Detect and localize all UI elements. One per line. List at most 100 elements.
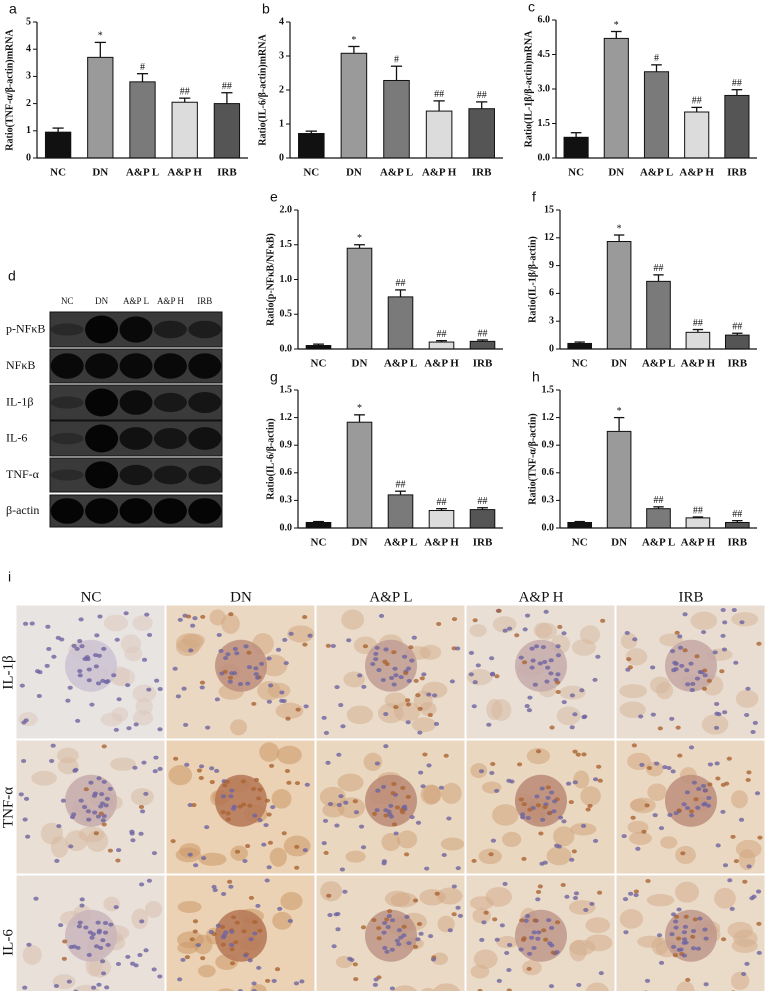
- tubule: [144, 900, 163, 918]
- nucleus: [360, 925, 367, 930]
- nucleus: [139, 919, 145, 924]
- significance-label: ##: [478, 328, 488, 339]
- nucleus: [77, 920, 83, 925]
- nucleus: [521, 856, 527, 861]
- nucleus: [415, 937, 421, 942]
- nucleus: [82, 656, 88, 661]
- nucleus: [196, 768, 203, 773]
- nucleus: [600, 618, 606, 623]
- nucleus: [95, 814, 102, 819]
- bar: [567, 521, 593, 529]
- nucleus: [531, 930, 537, 935]
- tubule: [731, 612, 759, 627]
- nucleus: [706, 796, 712, 801]
- tubule: [627, 752, 651, 771]
- nucleus: [531, 945, 537, 950]
- nucleus: [633, 889, 639, 894]
- significance-label: *: [357, 233, 362, 244]
- nucleus: [91, 793, 98, 798]
- nucleus: [690, 929, 697, 934]
- nucleus: [644, 978, 651, 983]
- nucleus: [101, 822, 107, 827]
- tubule: [645, 761, 664, 777]
- nucleus: [192, 616, 198, 621]
- nucleus: [138, 831, 144, 836]
- panel-letter: a: [9, 1, 17, 17]
- tubule: [526, 747, 551, 765]
- blot-column-label: A&P H: [157, 296, 184, 306]
- nucleus: [268, 763, 275, 768]
- nucleus: [393, 705, 399, 710]
- nucleus: [22, 621, 29, 626]
- nucleus: [114, 637, 120, 642]
- nucleus: [543, 609, 549, 614]
- nucleus: [339, 867, 345, 872]
- nucleus: [675, 725, 681, 730]
- nucleus: [722, 710, 728, 715]
- x-tick-label: A&P L: [384, 358, 417, 370]
- nucleus: [566, 781, 572, 786]
- nucleus: [225, 811, 231, 816]
- nucleus: [247, 803, 253, 808]
- nucleus: [225, 817, 232, 822]
- nucleus: [561, 819, 567, 824]
- nucleus: [419, 676, 425, 681]
- nucleus: [183, 722, 189, 727]
- nucleus: [645, 878, 651, 883]
- nucleus: [113, 727, 119, 732]
- nucleus: [103, 680, 110, 685]
- nucleus: [86, 678, 92, 683]
- tubule: [533, 622, 553, 639]
- nucleus: [534, 794, 540, 799]
- nucleus: [256, 796, 262, 801]
- bar: [44, 131, 72, 159]
- nucleus: [338, 794, 344, 799]
- nucleus: [373, 657, 379, 662]
- nucleus: [670, 912, 677, 917]
- nucleus: [514, 633, 520, 638]
- nucleus: [550, 950, 556, 955]
- nucleus: [662, 765, 668, 770]
- nucleus: [475, 663, 481, 668]
- nucleus: [288, 631, 294, 636]
- nucleus: [205, 725, 211, 730]
- histology-row-label: IL-1β: [0, 655, 16, 689]
- nucleus: [223, 656, 229, 661]
- nucleus: [88, 780, 94, 785]
- nucleus: [349, 957, 355, 962]
- nucleus: [67, 685, 73, 690]
- nucleus: [673, 919, 679, 924]
- nucleus: [87, 930, 93, 935]
- nucleus: [103, 803, 109, 808]
- blot-band: [85, 388, 119, 417]
- nucleus: [681, 802, 687, 807]
- bar: [346, 247, 373, 350]
- tubule: [701, 714, 729, 735]
- tubule: [473, 949, 498, 969]
- nucleus: [688, 661, 694, 666]
- nucleus: [527, 807, 533, 812]
- nucleus: [198, 764, 205, 769]
- nucleus: [535, 749, 542, 754]
- nucleus: [537, 661, 543, 666]
- nucleus: [681, 930, 688, 935]
- y-tick-label: 4.5: [538, 49, 551, 60]
- nucleus: [391, 822, 398, 827]
- nucleus: [325, 643, 331, 648]
- histology-row-label: TNF-α: [0, 787, 16, 828]
- nucleus: [104, 796, 110, 801]
- tubule: [647, 783, 667, 802]
- tubule: [470, 762, 488, 779]
- nucleus: [218, 649, 224, 654]
- nucleus: [151, 967, 157, 972]
- nucleus: [746, 864, 752, 869]
- nucleus: [521, 802, 527, 807]
- tubule: [177, 900, 202, 913]
- nucleus: [654, 761, 660, 766]
- nucleus: [496, 978, 502, 983]
- nucleus: [294, 781, 301, 786]
- nucleus: [98, 945, 104, 950]
- nucleus: [676, 808, 682, 813]
- bar: [469, 340, 496, 350]
- nucleus: [572, 780, 578, 785]
